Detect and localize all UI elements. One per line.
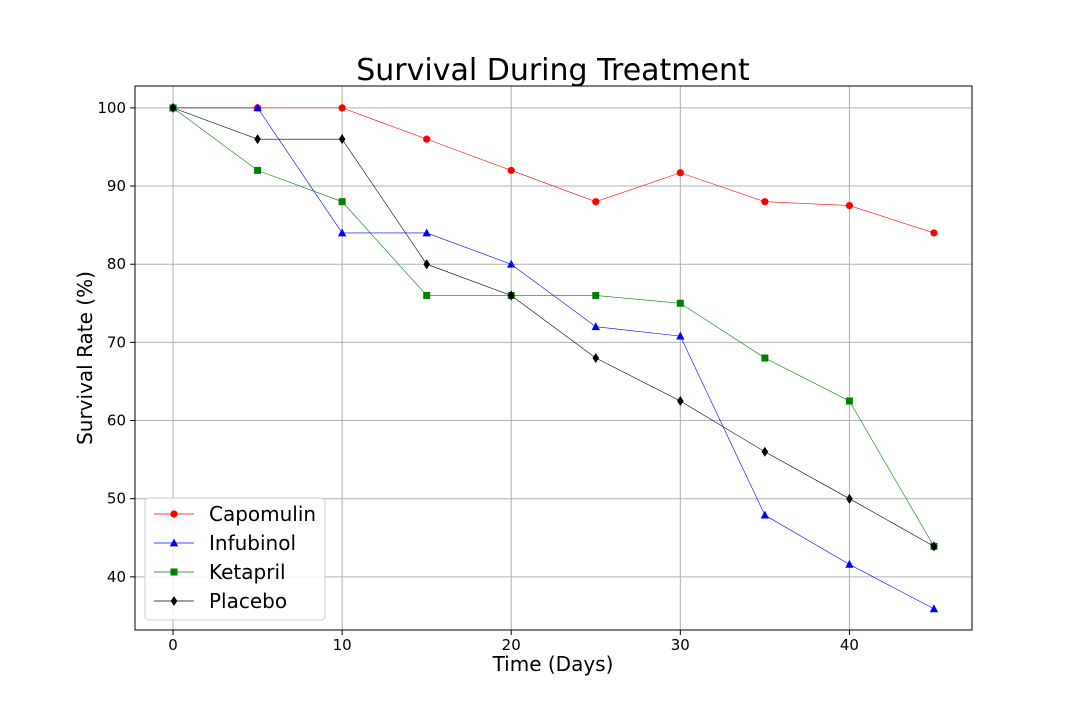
capomulin-point (507, 166, 515, 175)
ketapril-point (845, 397, 853, 405)
infubinol-point (253, 103, 262, 112)
y-tick-label: 90 (107, 177, 126, 195)
infubinol-point (507, 259, 516, 268)
x-tick-label: 20 (502, 636, 521, 654)
series-placebo (169, 102, 938, 552)
x-tick-label: 40 (840, 636, 859, 654)
placebo-point (677, 395, 684, 406)
infubinol-point (337, 228, 347, 237)
legend-item-placebo: Placebo (154, 589, 287, 613)
y-tick-label: 50 (107, 490, 126, 508)
ketapril-line (172, 107, 935, 547)
y-tick-label: 80 (107, 255, 126, 273)
capomulin-point (423, 135, 431, 143)
placebo-point (254, 134, 261, 145)
legend-marker-placebo (170, 596, 178, 606)
placebo-point (423, 259, 430, 270)
y-tick-label: 70 (107, 333, 126, 351)
capomulin-point (930, 229, 938, 237)
placebo-point (930, 541, 938, 552)
legend-label-capomulin: Capomulin (209, 502, 316, 526)
x-tick-label: 30 (671, 636, 690, 654)
infubinol-point (929, 604, 939, 613)
placebo-point (169, 102, 177, 113)
capomulin-point (845, 201, 854, 210)
capomulin-line (173, 107, 935, 234)
legend-label-placebo: Placebo (209, 589, 287, 613)
placebo-point (338, 134, 346, 145)
y-axis-label: Survival Rate (%) (73, 271, 97, 445)
chart-title: Survival During Treatment (356, 53, 750, 88)
ketapril-point (338, 198, 346, 206)
ketapril-point (761, 354, 769, 362)
plot-frame (134, 85, 973, 631)
y-axis-ticks: 40 50 60 70 80 90 100 (97, 99, 135, 586)
capomulin-point (761, 198, 769, 206)
x-tick-label: 10 (333, 636, 352, 654)
infubinol-point (676, 331, 685, 340)
capomulin-point (592, 198, 600, 206)
legend-item-infubinol: Infubinol (154, 531, 296, 555)
placebo-point (507, 290, 515, 301)
y-tick-label: 60 (107, 412, 126, 430)
legend-marker-ketapril (170, 568, 178, 576)
x-axis-ticks: 0 10 20 30 40 (168, 630, 859, 654)
capomulin-point (338, 104, 346, 112)
legend: Capomulin Infubinol Ketapril Placebo (144, 497, 326, 621)
legend-marker-capomulin (170, 510, 178, 518)
legend-item-ketapril: Ketapril (154, 560, 286, 584)
x-tick-label: 0 (168, 636, 178, 654)
infubinol-point (422, 228, 431, 237)
y-tick-label: 40 (107, 568, 126, 586)
data-series (168, 102, 939, 613)
legend-label-ketapril: Ketapril (209, 560, 286, 584)
legend-item-capomulin: Capomulin (154, 502, 316, 526)
legend-marker-infubinol (169, 538, 179, 547)
legend-label-infubinol: Infubinol (209, 531, 296, 555)
placebo-point (761, 446, 769, 457)
infubinol-point (591, 322, 600, 331)
placebo-point (846, 493, 853, 504)
placebo-line (172, 107, 935, 547)
ketapril-point (254, 166, 262, 174)
x-axis-label: Time (Days) (492, 652, 614, 676)
placebo-point (592, 353, 600, 363)
ketapril-point (423, 291, 431, 299)
capomulin-point (676, 169, 684, 177)
ketapril-point (676, 299, 684, 307)
y-tick-label: 100 (97, 99, 126, 117)
ketapril-point (592, 291, 600, 299)
infubinol-point (760, 510, 770, 519)
infubinol-point (845, 559, 854, 568)
legend-box (144, 497, 326, 621)
